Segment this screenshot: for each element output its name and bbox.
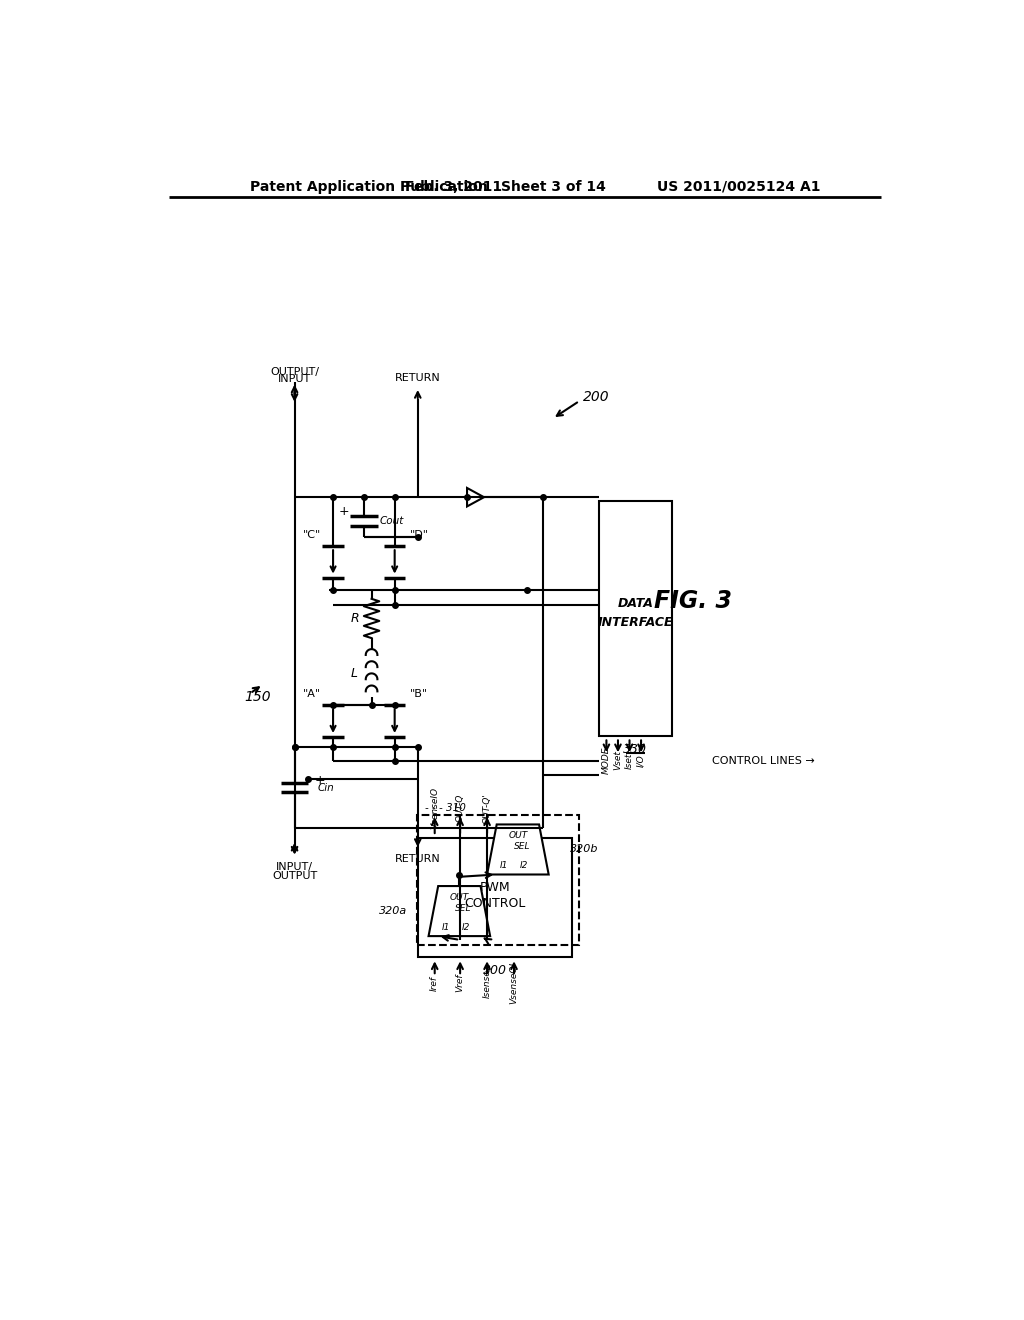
Text: Cout: Cout <box>379 516 403 527</box>
Bar <box>599 502 672 737</box>
Text: "B": "B" <box>410 689 428 700</box>
Text: SEL: SEL <box>456 904 472 913</box>
Text: OUTPUT/: OUTPUT/ <box>270 367 319 376</box>
Text: Feb. 3, 2011: Feb. 3, 2011 <box>406 180 503 194</box>
Polygon shape <box>429 886 490 936</box>
Text: VsenseIO: VsenseIO <box>430 787 439 829</box>
Text: OUT-Q': OUT-Q' <box>482 793 492 824</box>
Bar <box>418 838 571 957</box>
Text: OUT: OUT <box>450 892 469 902</box>
Text: 300: 300 <box>482 964 507 977</box>
Text: I1: I1 <box>500 861 509 870</box>
Text: OUTPUT: OUTPUT <box>272 871 317 880</box>
Text: "A": "A" <box>302 689 321 700</box>
Text: +: + <box>339 506 349 519</box>
Text: 320a: 320a <box>379 906 407 916</box>
Text: R: R <box>350 612 359 624</box>
Bar <box>417 816 580 945</box>
Text: INPUT: INPUT <box>278 375 311 384</box>
Text: CONTROL LINES →: CONTROL LINES → <box>712 756 815 767</box>
Text: Isense: Isense <box>482 969 492 998</box>
Text: Vref: Vref <box>456 974 465 993</box>
Text: I/O: I/O <box>637 754 645 767</box>
Text: FIG. 3: FIG. 3 <box>653 589 732 614</box>
Text: MODE: MODE <box>602 747 611 775</box>
Text: 150: 150 <box>245 690 271 705</box>
Text: 330: 330 <box>624 743 647 756</box>
Text: RETURN: RETURN <box>395 854 440 865</box>
Text: "D": "D" <box>410 529 429 540</box>
Text: US 2011/0025124 A1: US 2011/0025124 A1 <box>657 180 820 194</box>
Text: SEL: SEL <box>514 842 530 851</box>
Text: 200: 200 <box>583 391 609 404</box>
Text: OUT: OUT <box>508 832 527 840</box>
Text: VsenseOI: VsenseOI <box>510 962 518 1005</box>
Text: Sheet 3 of 14: Sheet 3 of 14 <box>501 180 606 194</box>
Text: Vset: Vset <box>613 751 623 771</box>
Text: PWM: PWM <box>479 882 510 895</box>
Text: RETURN: RETURN <box>395 372 440 383</box>
Text: Iref: Iref <box>430 975 439 990</box>
Text: I2: I2 <box>462 923 470 932</box>
Text: OUT-Q: OUT-Q <box>456 795 465 822</box>
Text: - - - 310: - - - 310 <box>425 803 466 813</box>
Text: 320b: 320b <box>570 845 599 854</box>
Polygon shape <box>487 825 549 875</box>
Text: INPUT/: INPUT/ <box>276 862 313 871</box>
Text: +: + <box>314 774 326 787</box>
Text: Patent Application Publication: Patent Application Publication <box>250 180 487 194</box>
Text: L: L <box>351 667 358 680</box>
Text: I1: I1 <box>441 923 450 932</box>
Text: "C": "C" <box>302 529 321 540</box>
Text: Iset: Iset <box>625 752 634 768</box>
Text: DATA: DATA <box>617 597 653 610</box>
Text: I2: I2 <box>520 861 528 870</box>
Text: INTERFACE: INTERFACE <box>598 616 673 628</box>
Text: CONTROL: CONTROL <box>464 896 525 909</box>
Text: Cin: Cin <box>317 783 335 793</box>
